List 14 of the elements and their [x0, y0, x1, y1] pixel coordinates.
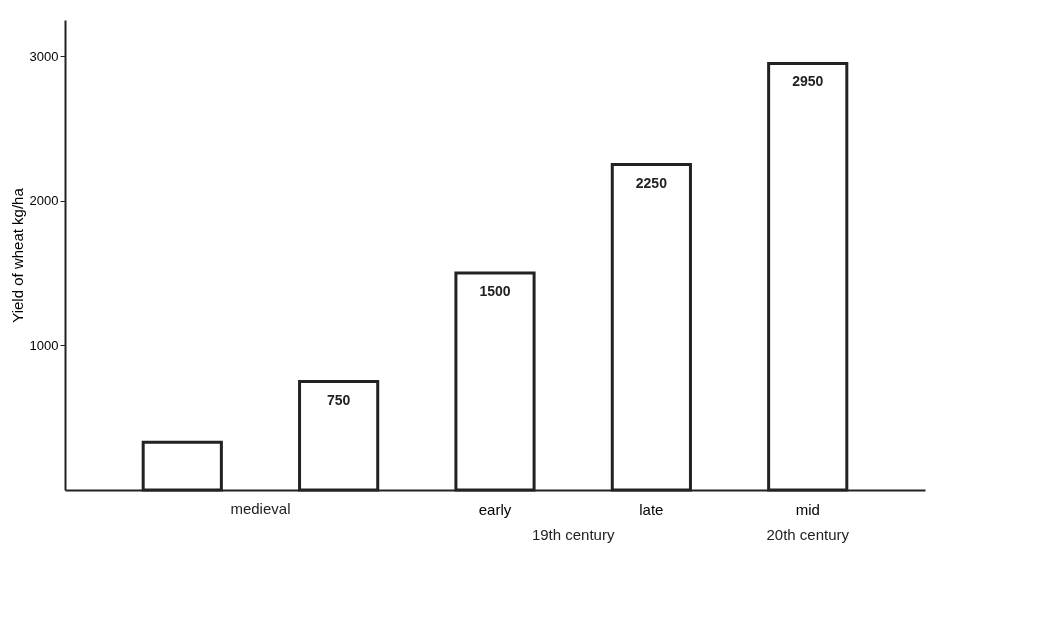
- data-label: 2950: [792, 73, 824, 90]
- y-axis-title: Yield of wheat kg/ha: [8, 187, 26, 323]
- text: 20th century: [766, 526, 850, 543]
- x-tick-label: mid: [795, 500, 820, 518]
- data-label: 2250: [635, 174, 668, 191]
- data-label: 750: [326, 391, 351, 408]
- y-tick-label: 3000: [29, 48, 59, 64]
- data-label: 1500: [479, 283, 511, 300]
- y-tick-label: 2000: [29, 193, 59, 209]
- y-tick-label: 1000: [29, 337, 59, 353]
- text: 19th century: [531, 526, 615, 543]
- text: medieval: [230, 500, 291, 517]
- x-tick-label: late: [639, 500, 664, 518]
- x-tick-label: early: [478, 500, 512, 518]
